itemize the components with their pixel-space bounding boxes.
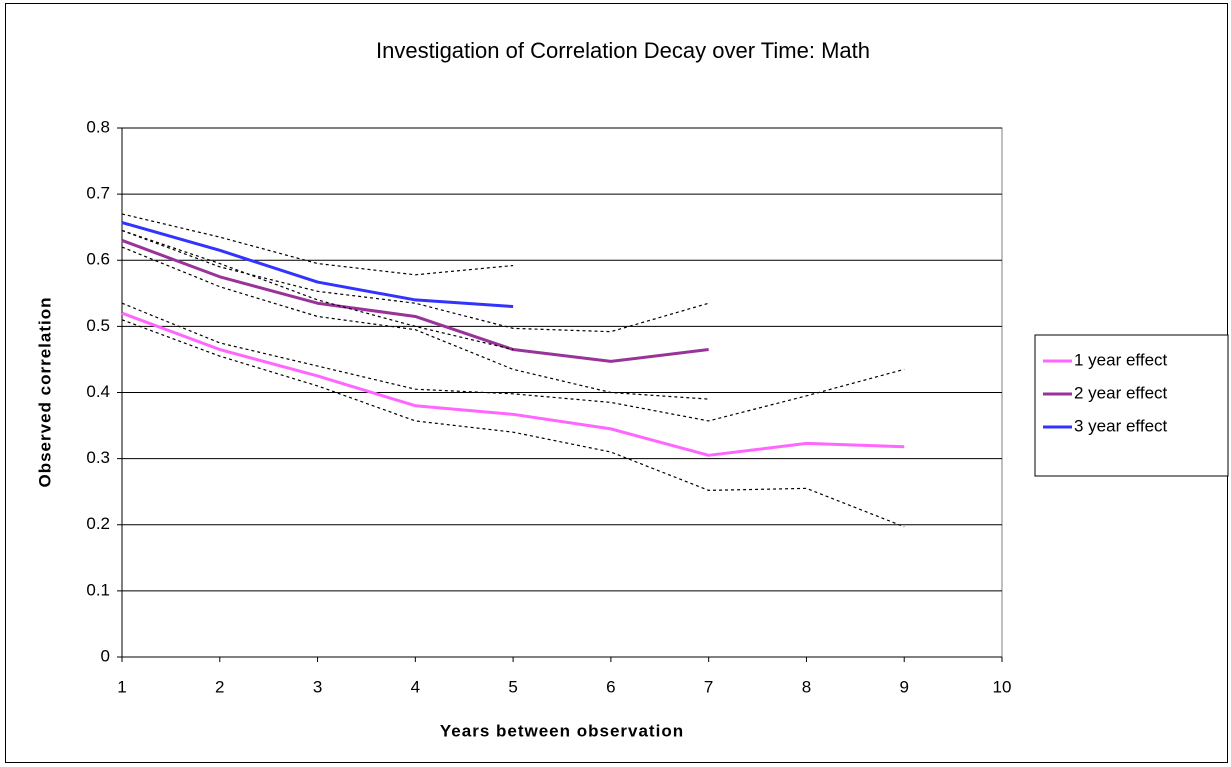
band-line (121, 246, 709, 400)
x-tick-label: 7 (704, 677, 713, 696)
x-tick-label: 9 (899, 677, 908, 696)
y-tick-label: 0.1 (86, 580, 110, 599)
legend-label: 3 year effect (1074, 416, 1168, 435)
y-tick-label: 0.3 (86, 448, 110, 467)
series-line (121, 239, 709, 363)
x-tick-label: 3 (313, 677, 322, 696)
y-tick-label: 0.4 (86, 382, 110, 401)
x-tick-label: 1 (117, 677, 126, 696)
series-line (121, 311, 905, 457)
x-tick-label: 10 (993, 677, 1012, 696)
band-line (121, 213, 514, 276)
series-line (121, 221, 514, 309)
band-line (121, 302, 905, 422)
y-tick-label: 0.5 (86, 316, 110, 335)
y-tick-label: 0.7 (86, 184, 110, 203)
x-tick-label: 5 (508, 677, 517, 696)
y-axis-title: Observed correlation (35, 296, 54, 487)
legend-label: 2 year effect (1074, 383, 1168, 402)
band-line (121, 229, 514, 351)
y-tick-label: 0.8 (86, 117, 110, 136)
x-tick-label: 6 (606, 677, 615, 696)
y-tick-label: 0.6 (86, 250, 110, 269)
chart-title: Investigation of Correlation Decay over … (376, 38, 870, 63)
x-tick-label: 4 (411, 677, 420, 696)
legend-label: 1 year effect (1074, 350, 1168, 369)
y-tick-label: 0 (101, 646, 110, 665)
band-line (121, 229, 709, 333)
band-line (121, 319, 905, 528)
legend-box (1034, 334, 1229, 477)
x-axis-title: Years between observation (440, 721, 684, 740)
x-tick-label: 8 (802, 677, 811, 696)
x-tick-label: 2 (215, 677, 224, 696)
y-tick-label: 0.2 (86, 514, 110, 533)
